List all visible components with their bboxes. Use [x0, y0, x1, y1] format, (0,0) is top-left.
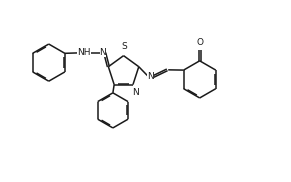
- Text: N: N: [147, 72, 154, 81]
- Text: NH: NH: [77, 48, 91, 57]
- Text: N: N: [100, 48, 106, 57]
- Text: S: S: [121, 42, 127, 51]
- Text: N: N: [132, 88, 139, 97]
- Text: O: O: [196, 38, 203, 47]
